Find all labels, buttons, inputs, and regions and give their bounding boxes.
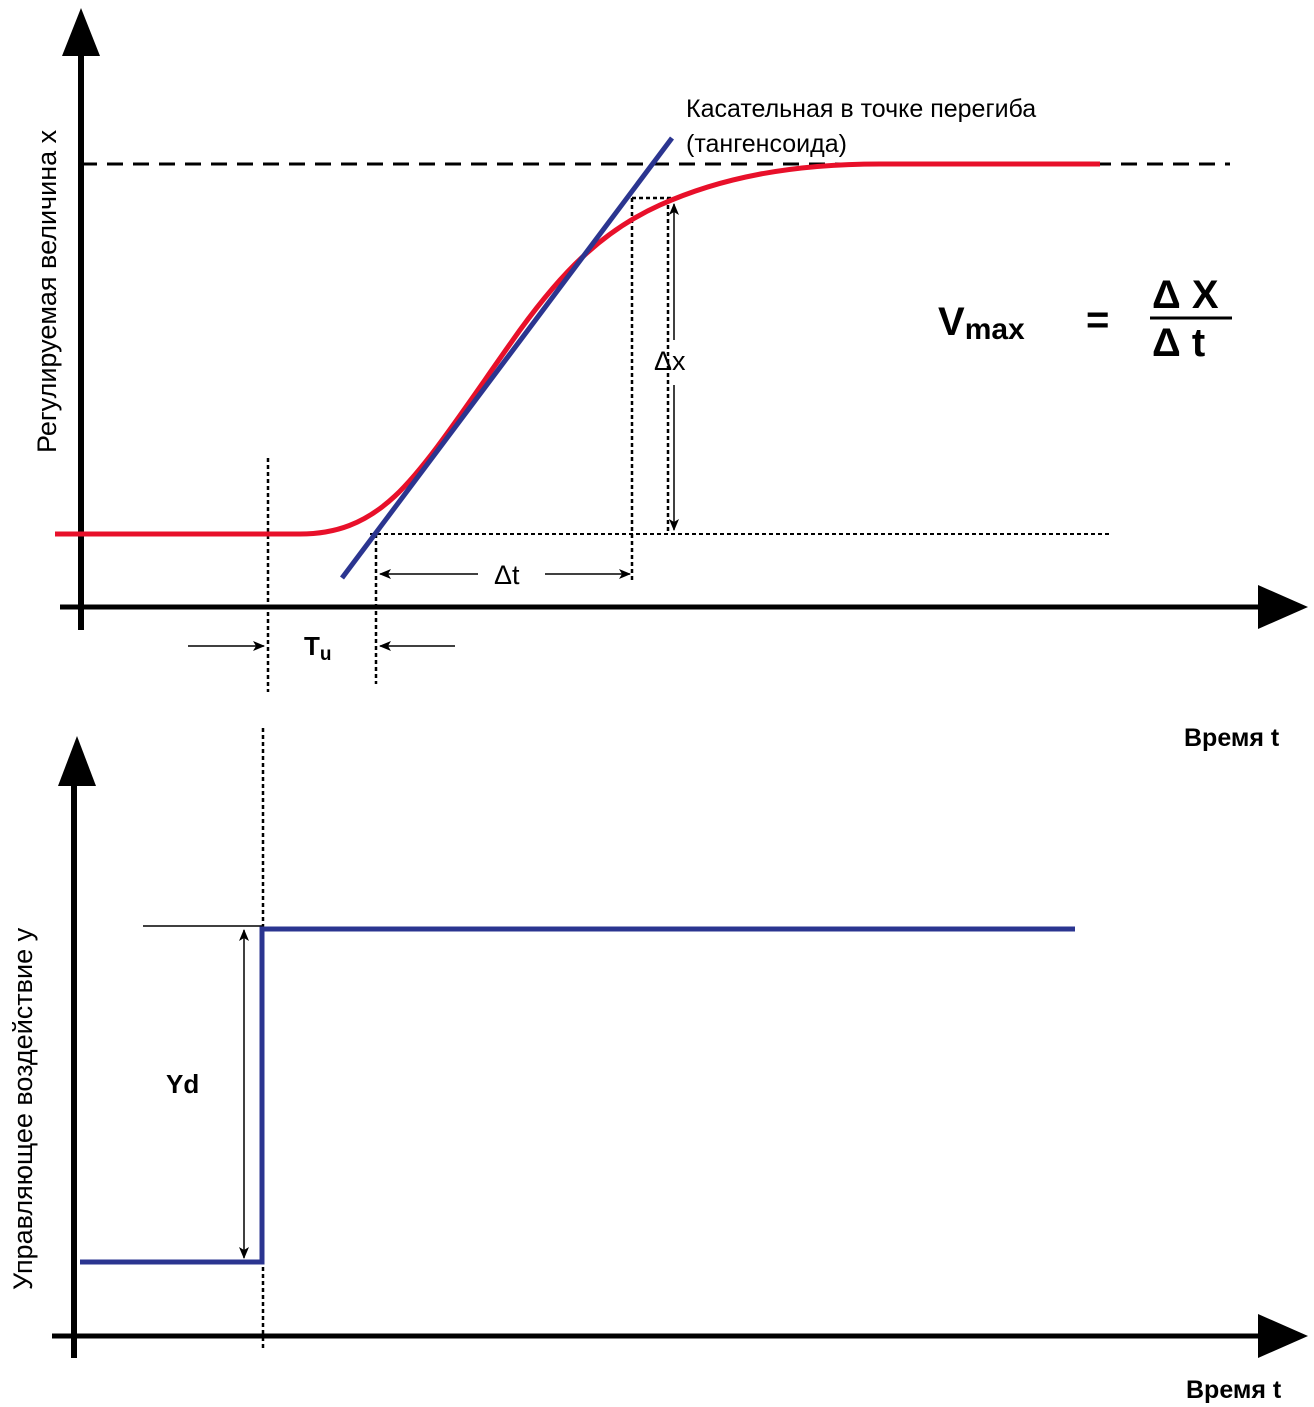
top-y-axis-label: Регулируемая величина x — [32, 129, 62, 453]
top-chart: Регулируемая величина x Время t Касатель… — [32, 8, 1308, 752]
bottom-x-axis-arrowhead — [1258, 1314, 1308, 1358]
top-x-axis-arrowhead — [1258, 585, 1308, 629]
tu-main: T — [304, 631, 320, 661]
formula-denominator: Δ t — [1152, 321, 1205, 365]
tu-sub: u — [320, 644, 332, 665]
tangent-caption-line2: (тангенсоида) — [686, 130, 847, 158]
step-signal — [80, 926, 1075, 1265]
vmax-equals: = — [1086, 298, 1109, 342]
vmax-sub: max — [965, 313, 1025, 346]
tu-label: Tu — [304, 631, 332, 665]
vmax-main: V — [938, 300, 965, 344]
bottom-chart: Yd Управляющее воздействие y Время t — [8, 728, 1308, 1404]
dt-label: Δt — [494, 560, 520, 590]
top-x-axis-label: Время t — [1184, 724, 1280, 752]
vmax-lhs: Vmax — [938, 300, 1025, 346]
bottom-y-axis-arrowhead — [58, 736, 96, 786]
formula-numerator: Δ X — [1152, 273, 1219, 317]
yd-label: Yd — [166, 1069, 199, 1099]
top-y-axis-arrowhead — [62, 8, 100, 56]
bottom-x-axis-label: Время t — [1186, 1376, 1282, 1404]
response-curve — [55, 161, 1100, 537]
dx-label: Δx — [654, 346, 686, 376]
vmax-formula: Vmax = Δ X Δ t — [938, 273, 1232, 365]
tangent-line — [340, 136, 674, 580]
bottom-y-axis-label: Управляющее воздействие y — [8, 927, 38, 1290]
tangent-caption-line1: Касательная в точке перегиба — [686, 95, 1036, 123]
